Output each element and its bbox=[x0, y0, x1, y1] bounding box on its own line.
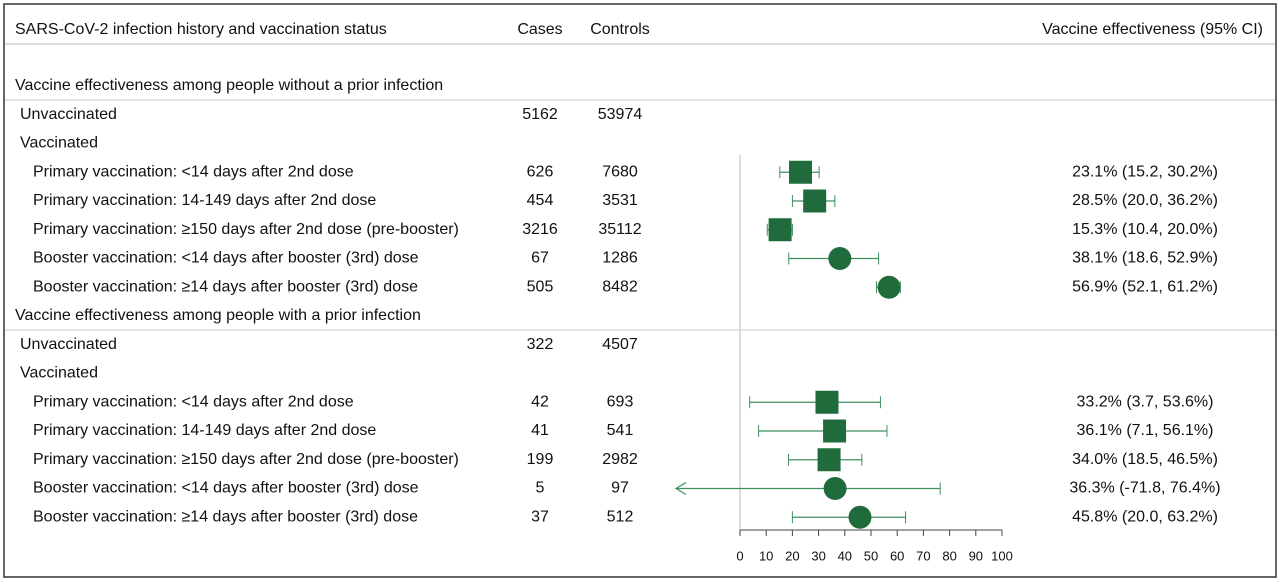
x-tick-label: 50 bbox=[864, 548, 878, 563]
cases: 41 bbox=[531, 422, 549, 439]
cases: 322 bbox=[527, 336, 554, 353]
row-label: Primary vaccination: ≥150 days after 2nd… bbox=[33, 451, 459, 468]
controls: 53974 bbox=[598, 106, 643, 123]
header-label: SARS-CoV-2 infection history and vaccina… bbox=[15, 21, 387, 38]
cases: 199 bbox=[527, 451, 554, 468]
cases: 3216 bbox=[522, 221, 558, 238]
row-label: Primary vaccination: <14 days after 2nd … bbox=[33, 393, 354, 410]
x-tick-label: 70 bbox=[916, 548, 930, 563]
row-label: Booster vaccination: ≥14 days after boos… bbox=[33, 508, 418, 525]
cases: 5162 bbox=[522, 106, 558, 123]
estimate bbox=[848, 505, 872, 529]
x-tick-label: 30 bbox=[811, 548, 825, 563]
cases: 454 bbox=[527, 192, 554, 209]
cases: 5 bbox=[536, 480, 545, 497]
header-cases: Cases bbox=[517, 21, 562, 38]
row-label: Booster vaccination: <14 days after boos… bbox=[33, 480, 419, 497]
value-label: 56.9% (52.1, 61.2%) bbox=[1072, 278, 1218, 295]
header-effect: Vaccine effectiveness (95% CI) bbox=[1042, 21, 1263, 38]
cases: 626 bbox=[527, 163, 554, 180]
estimate bbox=[768, 218, 792, 242]
estimate bbox=[817, 448, 841, 472]
x-tick-label: 100 bbox=[991, 548, 1013, 563]
row-label: Booster vaccination: ≥14 days after boos… bbox=[33, 278, 418, 295]
value-label: 28.5% (20.0, 36.2%) bbox=[1072, 192, 1218, 209]
value-label: 38.1% (18.6, 52.9%) bbox=[1072, 250, 1218, 267]
cases: 42 bbox=[531, 393, 549, 410]
header-controls: Controls bbox=[590, 21, 650, 38]
row-label: Vaccinated bbox=[20, 365, 98, 382]
estimate bbox=[823, 477, 847, 500]
x-tick-label: 60 bbox=[890, 548, 904, 563]
estimate bbox=[877, 275, 901, 299]
controls: 4507 bbox=[602, 336, 638, 353]
row-label: Unvaccinated bbox=[20, 106, 117, 123]
controls: 512 bbox=[607, 508, 634, 525]
x-tick-label: 10 bbox=[759, 548, 773, 563]
value-label: 36.3% (-71.8, 76.4%) bbox=[1069, 480, 1220, 497]
value-label: 36.1% (7.1, 56.1%) bbox=[1077, 422, 1214, 439]
row-label: Primary vaccination: 14-149 days after 2… bbox=[33, 422, 376, 439]
estimate bbox=[803, 189, 827, 213]
controls: 35112 bbox=[598, 221, 641, 238]
row-label: Vaccinated bbox=[20, 135, 98, 152]
row-label: Booster vaccination: <14 days after boos… bbox=[33, 250, 419, 267]
controls: 97 bbox=[611, 480, 629, 497]
row-label: Primary vaccination: ≥150 days after 2nd… bbox=[33, 221, 459, 238]
value-label: 15.3% (10.4, 20.0%) bbox=[1072, 221, 1218, 238]
value-label: 45.8% (20.0, 63.2%) bbox=[1072, 508, 1218, 525]
section-title: Vaccine effectiveness among people witho… bbox=[15, 77, 443, 94]
x-tick-label: 0 bbox=[736, 548, 743, 563]
controls: 8482 bbox=[602, 278, 638, 295]
x-tick-label: 90 bbox=[969, 548, 983, 563]
cases: 37 bbox=[531, 508, 549, 525]
cases: 67 bbox=[531, 250, 549, 267]
x-tick-label: 80 bbox=[942, 548, 956, 563]
controls: 3531 bbox=[602, 192, 638, 209]
controls: 541 bbox=[607, 422, 634, 439]
x-tick-label: 40 bbox=[838, 548, 852, 563]
row-label: Unvaccinated bbox=[20, 336, 117, 353]
estimate bbox=[789, 160, 813, 184]
value-label: 33.2% (3.7, 53.6%) bbox=[1077, 393, 1214, 410]
section-title: Vaccine effectiveness among people with … bbox=[15, 307, 421, 324]
estimate bbox=[828, 247, 852, 270]
x-tick-label: 20 bbox=[785, 548, 799, 563]
controls: 7680 bbox=[602, 163, 638, 180]
row-label: Primary vaccination: <14 days after 2nd … bbox=[33, 163, 354, 180]
ci-arrow bbox=[674, 481, 687, 496]
estimate bbox=[823, 419, 847, 443]
cases: 505 bbox=[527, 278, 554, 295]
row-label: Primary vaccination: 14-149 days after 2… bbox=[33, 192, 376, 209]
controls: 693 bbox=[607, 393, 634, 410]
value-label: 23.1% (15.2, 30.2%) bbox=[1072, 163, 1218, 180]
controls: 1286 bbox=[602, 250, 638, 267]
estimate bbox=[815, 390, 839, 414]
value-label: 34.0% (18.5, 46.5%) bbox=[1072, 451, 1218, 468]
controls: 2982 bbox=[602, 451, 638, 468]
